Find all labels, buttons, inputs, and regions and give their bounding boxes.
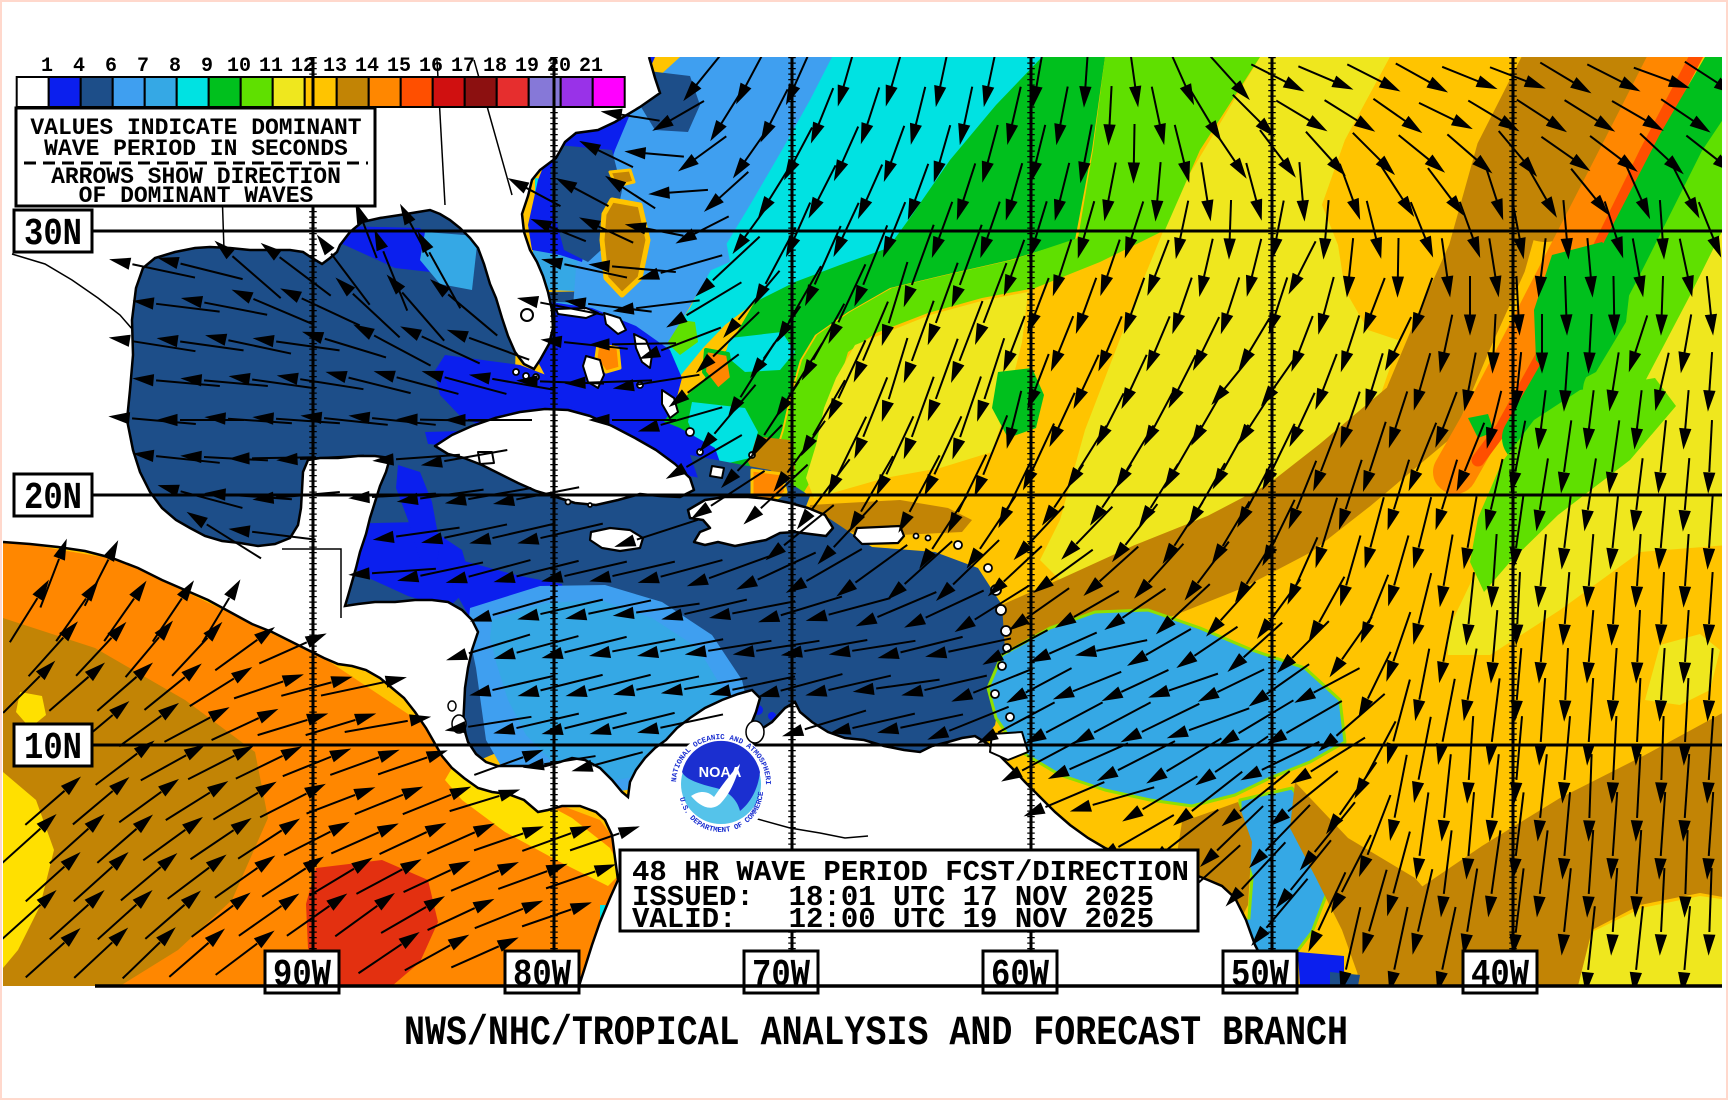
svg-text:70W: 70W: [752, 954, 810, 997]
svg-text:20: 20: [547, 55, 571, 78]
svg-text:OF DOMINANT WAVES: OF DOMINANT WAVES: [79, 183, 314, 209]
svg-text:14: 14: [355, 55, 379, 78]
svg-text:10: 10: [227, 55, 251, 78]
svg-text:9: 9: [201, 55, 213, 78]
svg-text:VALID: 12:00 UTC 19 NOV 2025: VALID: 12:00 UTC 19 NOV 2025: [632, 903, 1154, 936]
svg-text:40W: 40W: [1471, 954, 1529, 997]
svg-text:8: 8: [169, 55, 181, 78]
svg-text:20N: 20N: [24, 477, 82, 520]
svg-text:30N: 30N: [24, 213, 82, 256]
svg-text:VALUES INDICATE DOMINANT: VALUES INDICATE DOMINANT: [30, 115, 361, 141]
svg-text:13: 13: [323, 55, 347, 78]
svg-text:ISSUED: 18:01 UTC 17 NOV 2025: ISSUED: 18:01 UTC 17 NOV 2025: [632, 881, 1154, 914]
svg-text:18: 18: [483, 55, 507, 78]
svg-text:NWS/NHC/TROPICAL ANALYSIS AND: NWS/NHC/TROPICAL ANALYSIS AND FORECAST B…: [404, 1009, 1348, 1057]
svg-text:6: 6: [105, 55, 117, 78]
svg-text:WAVE PERIOD IN SECONDS: WAVE PERIOD IN SECONDS: [44, 136, 348, 162]
svg-text:10N: 10N: [24, 727, 82, 770]
svg-text:21: 21: [579, 55, 603, 78]
svg-text:NOAA: NOAA: [699, 765, 742, 781]
svg-text:19: 19: [515, 55, 539, 78]
svg-text:12: 12: [291, 55, 315, 78]
svg-text:80W: 80W: [513, 954, 571, 997]
svg-text:17: 17: [451, 55, 475, 78]
svg-text:4: 4: [73, 55, 85, 78]
svg-text:ARROWS SHOW DIRECTION: ARROWS SHOW DIRECTION: [51, 164, 341, 190]
svg-text:90W: 90W: [273, 954, 331, 997]
svg-text:1: 1: [41, 55, 53, 78]
svg-text:50W: 50W: [1231, 954, 1289, 997]
svg-text:16: 16: [419, 55, 443, 78]
svg-text:60W: 60W: [991, 954, 1049, 997]
svg-text:15: 15: [387, 55, 411, 78]
svg-text:11: 11: [259, 55, 283, 78]
svg-text:48 HR WAVE PERIOD FCST/DIRECTI: 48 HR WAVE PERIOD FCST/DIRECTION: [632, 856, 1189, 889]
svg-text:7: 7: [137, 55, 149, 78]
